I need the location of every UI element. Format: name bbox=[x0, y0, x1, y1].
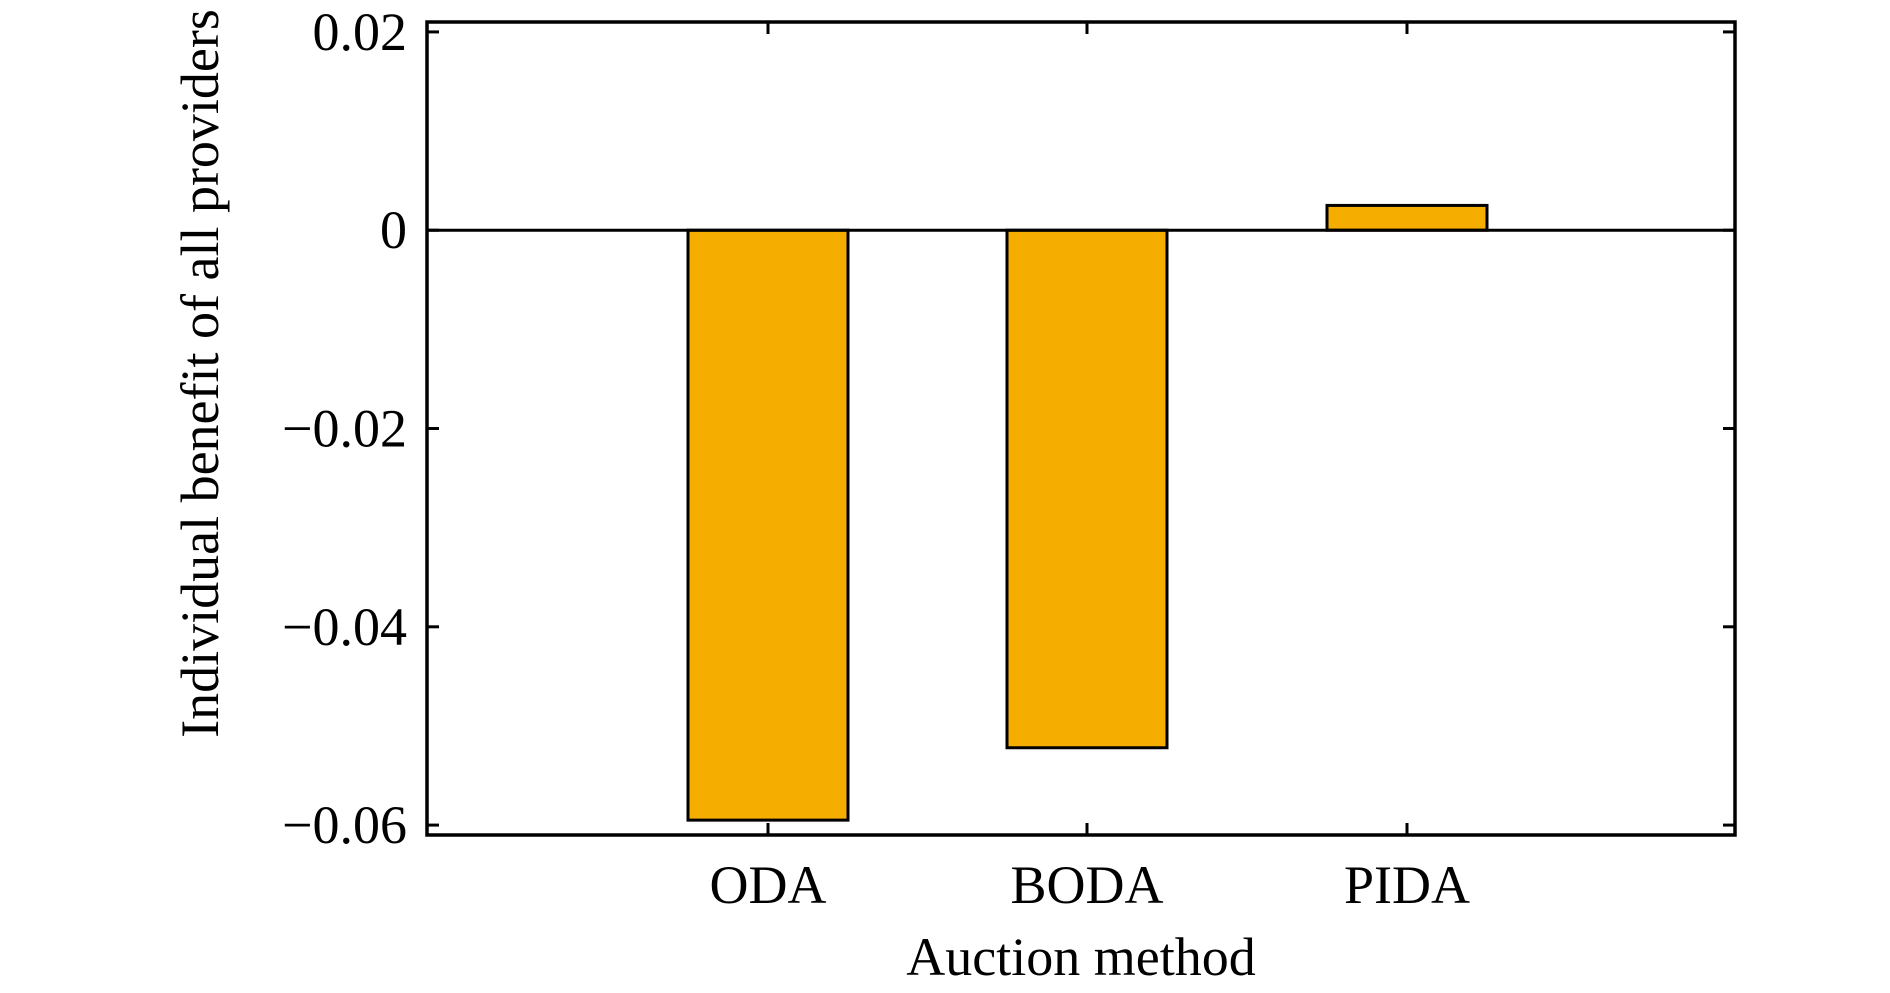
y-tick-label-1: 0 bbox=[380, 200, 407, 260]
x-tick-label-pida: PIDA bbox=[1344, 855, 1470, 915]
y-tick-labels: 0.02 0 −0.02 −0.04 −0.06 bbox=[282, 2, 407, 855]
x-tick-label-boda: BODA bbox=[1010, 855, 1163, 915]
x-tick-labels: ODA BODA PIDA bbox=[710, 855, 1471, 915]
bar-pida bbox=[1325, 203, 1489, 232]
y-tick-label-3: −0.04 bbox=[282, 597, 407, 657]
y-tick-label-4: −0.06 bbox=[282, 795, 407, 855]
bars-layer bbox=[686, 203, 1489, 822]
ticks-layer bbox=[427, 22, 1735, 835]
y-tick-label-0: 0.02 bbox=[313, 2, 408, 62]
x-tick-label-oda: ODA bbox=[710, 855, 827, 915]
bar-oda bbox=[686, 228, 850, 822]
x-axis-label: Auction method bbox=[906, 927, 1255, 987]
bar-boda bbox=[1005, 228, 1169, 750]
y-axis-label: Individual benefit of all providers bbox=[170, 9, 230, 738]
y-tick-label-2: −0.02 bbox=[282, 399, 407, 459]
